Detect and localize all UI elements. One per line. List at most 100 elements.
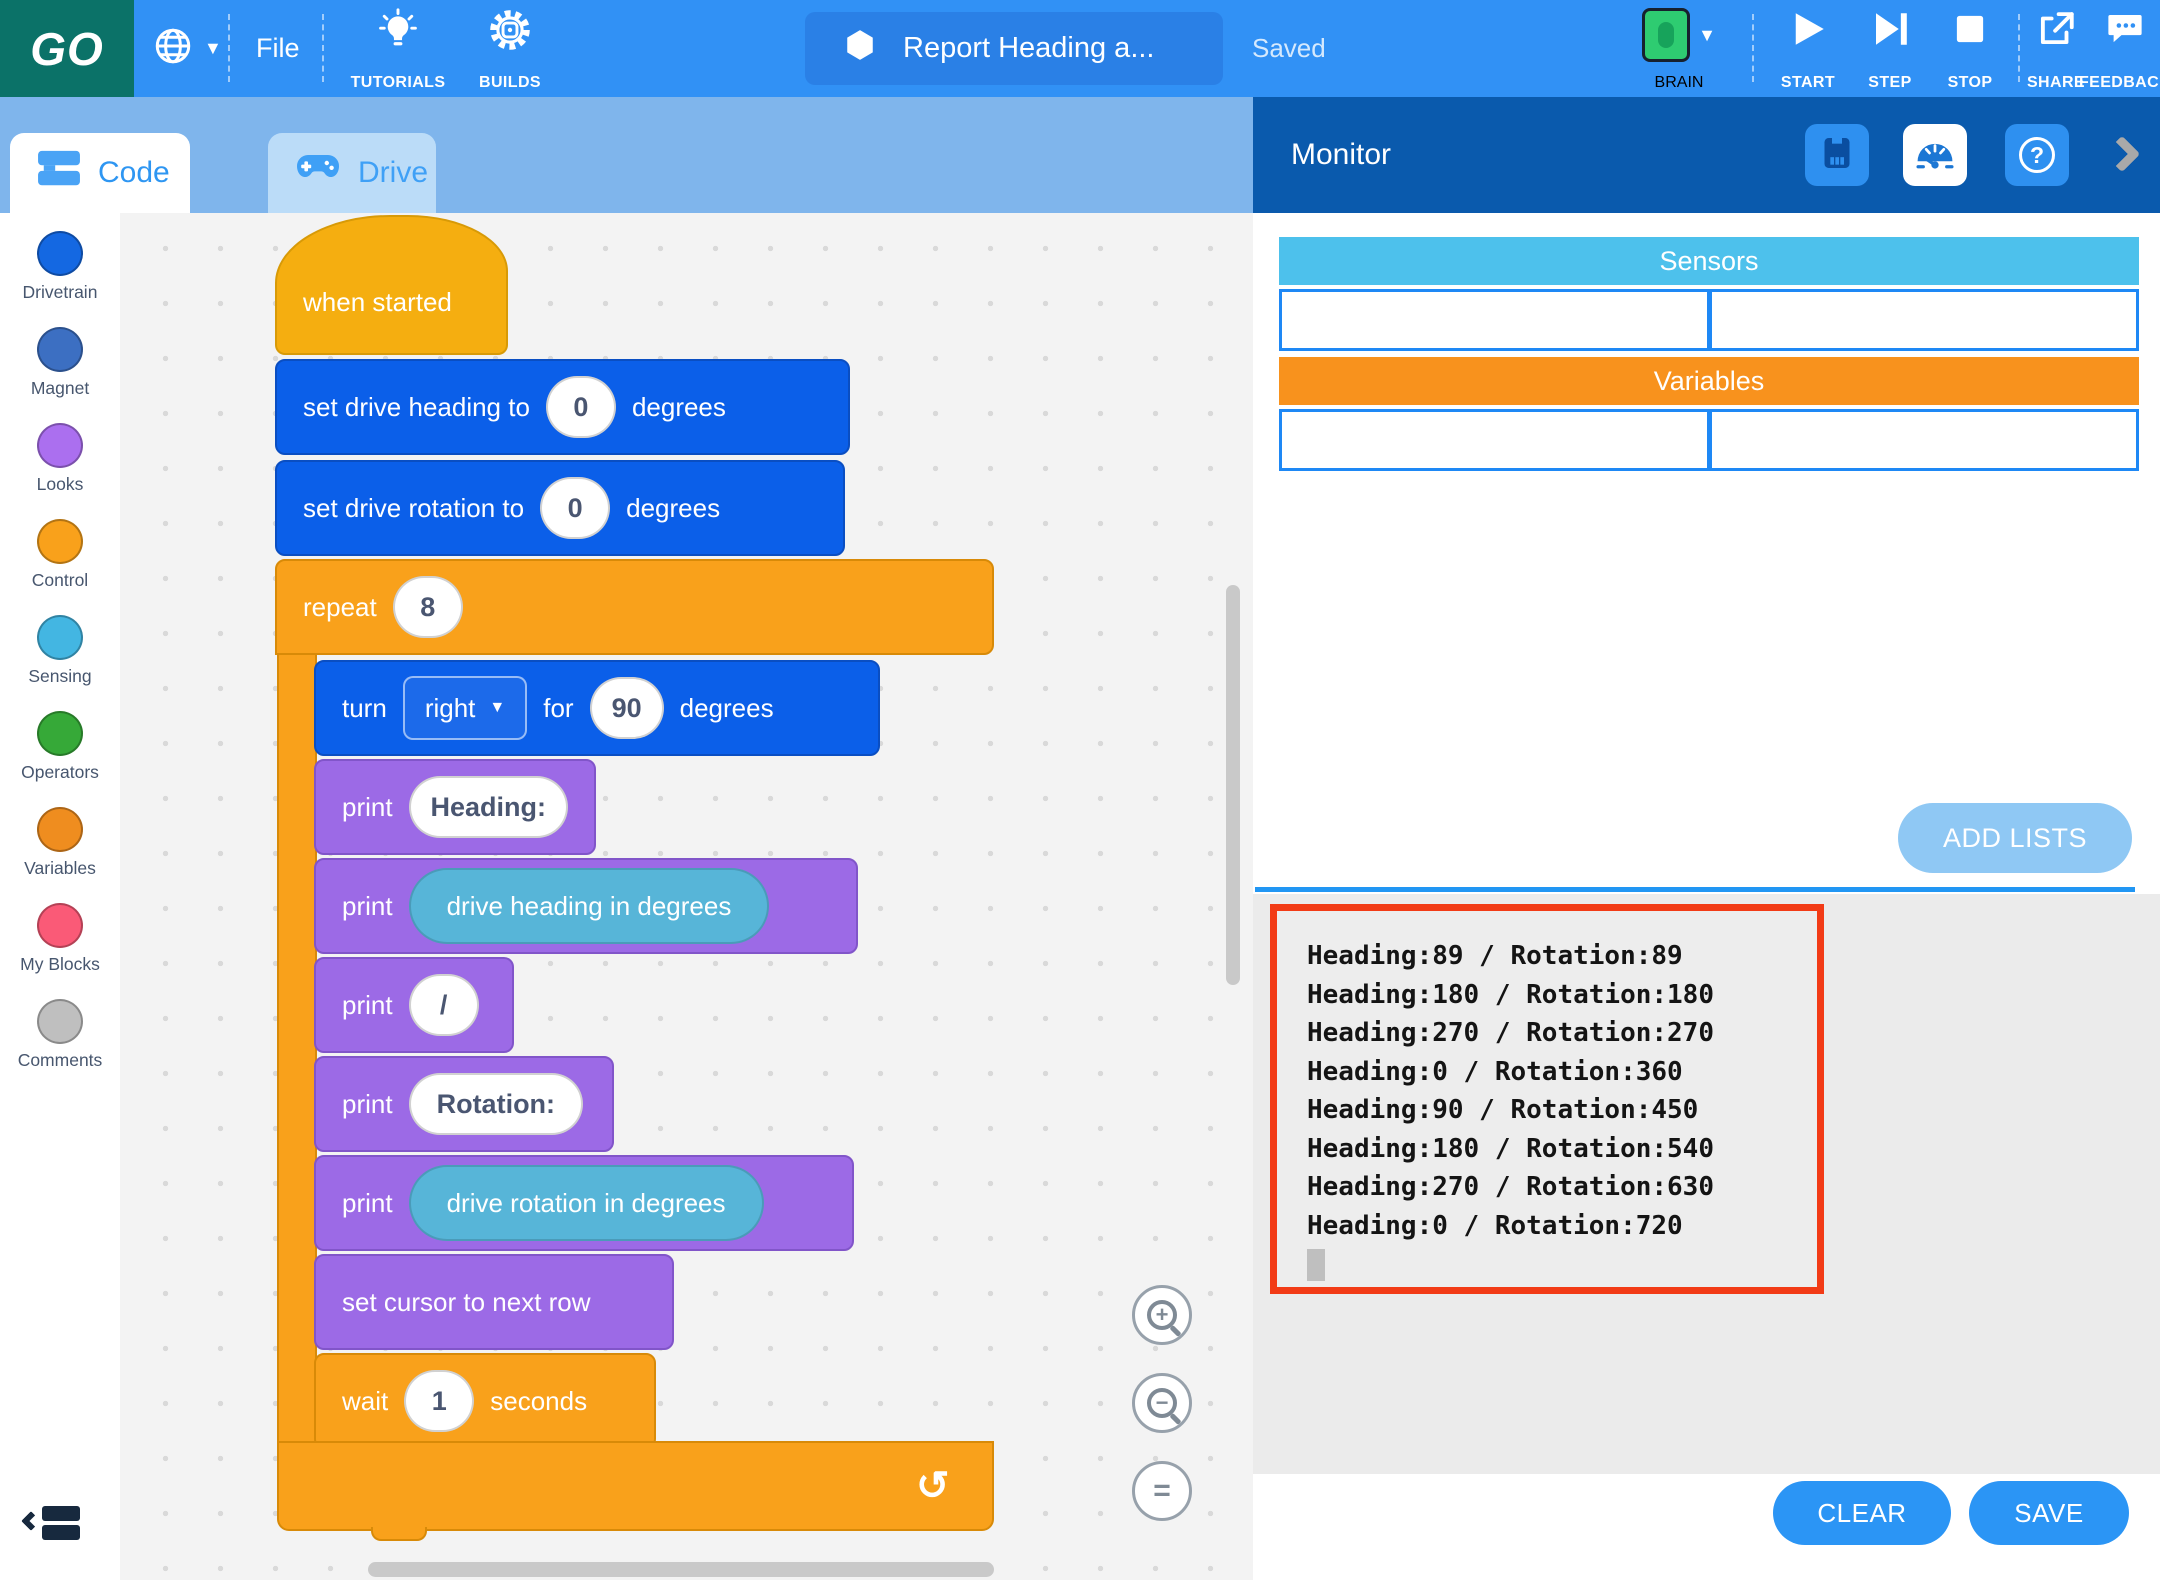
block-print-rotation-label[interactable]: print Rotation: (314, 1056, 614, 1152)
code-canvas[interactable]: when started set drive heading to 0 degr… (120, 213, 1253, 1580)
block-wait[interactable]: wait 1 seconds (314, 1353, 656, 1449)
divider (228, 14, 230, 82)
sensors-cell-right[interactable] (1711, 292, 2136, 348)
play-icon (1787, 8, 1829, 55)
share-label: SHARE (2026, 74, 2085, 91)
share-button[interactable]: SHARE (2016, 8, 2096, 92)
chevron-down-icon: ▼ (489, 699, 506, 716)
palette-item-magnet[interactable]: Magnet (31, 327, 89, 399)
brain-button[interactable]: ▼ BRAIN (1624, 8, 1734, 92)
builds-button[interactable]: BUILDS (450, 8, 570, 92)
repeat-count-input[interactable]: 8 (392, 576, 463, 638)
print-text-input[interactable]: Heading: (408, 776, 568, 838)
divider (322, 14, 324, 82)
repeat-block-bottom[interactable]: ↻ (277, 1441, 994, 1541)
console-line: Heading:180 / Rotation:540 (1307, 1133, 1714, 1164)
tab-code-label: Code (98, 156, 170, 189)
block-turn[interactable]: turn right ▼ for 90 degrees (314, 660, 880, 756)
help-icon: ? (2019, 137, 2055, 173)
console-area: Heading:89 / Rotation:89 Heading:180 / R… (1253, 894, 2160, 1474)
drive-rotation-reporter[interactable]: drive rotation in degrees (408, 1165, 764, 1241)
file-menu[interactable]: File (256, 33, 300, 63)
palette-item-comments[interactable]: Comments (18, 999, 102, 1071)
palette-item-my-blocks[interactable]: My Blocks (20, 903, 100, 975)
tab-strip: Code Drive (0, 97, 1253, 213)
tab-drive-label: Drive (358, 156, 429, 189)
palette-item-operators[interactable]: Operators (21, 711, 99, 783)
palette-item-looks[interactable]: Looks (36, 423, 83, 495)
rotation-value-input[interactable]: 0 (540, 477, 611, 539)
print-text-input[interactable]: / (408, 974, 479, 1036)
monitor-title: Monitor (1291, 138, 1392, 171)
wait-seconds-input[interactable]: 1 (404, 1370, 475, 1432)
tab-code[interactable]: Code (10, 133, 190, 213)
tutorials-button[interactable]: TUTORIALS (338, 8, 458, 92)
block-set-drive-rotation[interactable]: set drive rotation to 0 degrees (275, 460, 845, 556)
feedback-button[interactable]: FEEDBACK (2070, 8, 2160, 92)
collapse-panel-button[interactable] (2103, 135, 2141, 173)
turn-degrees-input[interactable]: 90 (589, 677, 664, 739)
magnet-category-icon (37, 327, 83, 372)
block-print-heading-value[interactable]: print drive heading in degrees (314, 858, 858, 954)
language-menu[interactable]: ▼ (152, 0, 222, 97)
stop-button[interactable]: STOP (1925, 8, 2015, 92)
share-icon (2035, 8, 2077, 55)
collapse-palette-button[interactable] (21, 1502, 86, 1546)
block-when-started[interactable]: when started (275, 215, 508, 355)
vertical-scrollbar[interactable] (1226, 585, 1240, 985)
console-line: Heading:89 / Rotation:89 (1307, 941, 1683, 971)
palette-item-sensing[interactable]: Sensing (28, 615, 92, 687)
sensing-category-icon (37, 615, 83, 660)
start-label: START (1780, 74, 1836, 91)
project-title[interactable]: Report Heading a... (805, 12, 1223, 85)
gamepad-icon (294, 149, 342, 197)
feedback-icon (2104, 8, 2146, 55)
zoom-in-button[interactable]: + (1132, 1285, 1192, 1345)
print-text-input[interactable]: Rotation: (408, 1073, 584, 1135)
monitor-view-button[interactable] (1903, 124, 1967, 186)
palette-item-variables[interactable]: Variables (24, 807, 96, 879)
magnifier-plus-icon: + (1147, 1300, 1177, 1330)
control-category-icon (36, 519, 83, 564)
block-set-cursor-next-row[interactable]: set cursor to next row (314, 1254, 674, 1350)
drive-heading-reporter[interactable]: drive heading in degrees (408, 868, 770, 944)
block-print-slash[interactable]: print / (314, 957, 514, 1053)
help-button[interactable]: ? (2005, 124, 2069, 186)
repeat-block-arm (277, 651, 317, 1451)
magnifier-minus-icon: − (1147, 1388, 1177, 1418)
chevron-down-icon: ▼ (1698, 24, 1716, 45)
block-repeat[interactable]: repeat 8 (275, 559, 994, 655)
block-print-heading-label[interactable]: print Heading: (314, 759, 596, 855)
turn-direction-dropdown[interactable]: right ▼ (402, 676, 528, 740)
add-lists-button[interactable]: ADD LISTS (1898, 803, 2132, 873)
divider (1752, 14, 1754, 82)
go-logo: GO (0, 0, 134, 97)
palette-item-control[interactable]: Control (32, 519, 88, 591)
block-set-drive-heading[interactable]: set drive heading to 0 degrees (275, 359, 850, 455)
hexagon-icon (843, 28, 877, 70)
feedback-label: FEEDBACK (2078, 74, 2160, 91)
sensors-cell-left[interactable] (1282, 292, 1707, 348)
zoom-out-button[interactable]: − (1132, 1373, 1192, 1433)
variables-cell-right[interactable] (1711, 412, 2136, 468)
start-button[interactable]: START (1762, 8, 1854, 92)
block-print-rotation-value[interactable]: print drive rotation in degrees (314, 1155, 854, 1251)
heading-value-input[interactable]: 0 (545, 376, 616, 438)
console-output: Heading:89 / Rotation:89 Heading:180 / R… (1270, 904, 1824, 1294)
save-button[interactable]: SAVE (1969, 1481, 2129, 1545)
zoom-reset-button[interactable]: = (1132, 1461, 1192, 1521)
monitor-header: Monitor (1253, 97, 2160, 213)
palette-item-drivetrain[interactable]: Drivetrain (23, 231, 97, 303)
variables-cell-left[interactable] (1282, 412, 1707, 468)
brain-view-button[interactable] (1805, 124, 1869, 186)
clear-button[interactable]: CLEAR (1773, 1481, 1951, 1545)
tab-drive[interactable]: Drive (268, 133, 436, 213)
step-button[interactable]: STEP (1845, 8, 1935, 92)
builds-label: BUILDS (479, 74, 541, 91)
globe-icon (152, 25, 194, 72)
console-line: Heading:270 / Rotation:630 (1307, 1172, 1714, 1202)
looks-category-icon (36, 423, 83, 468)
horizontal-scrollbar[interactable] (368, 1562, 994, 1577)
project-title-text: Report Heading a... (903, 32, 1155, 64)
